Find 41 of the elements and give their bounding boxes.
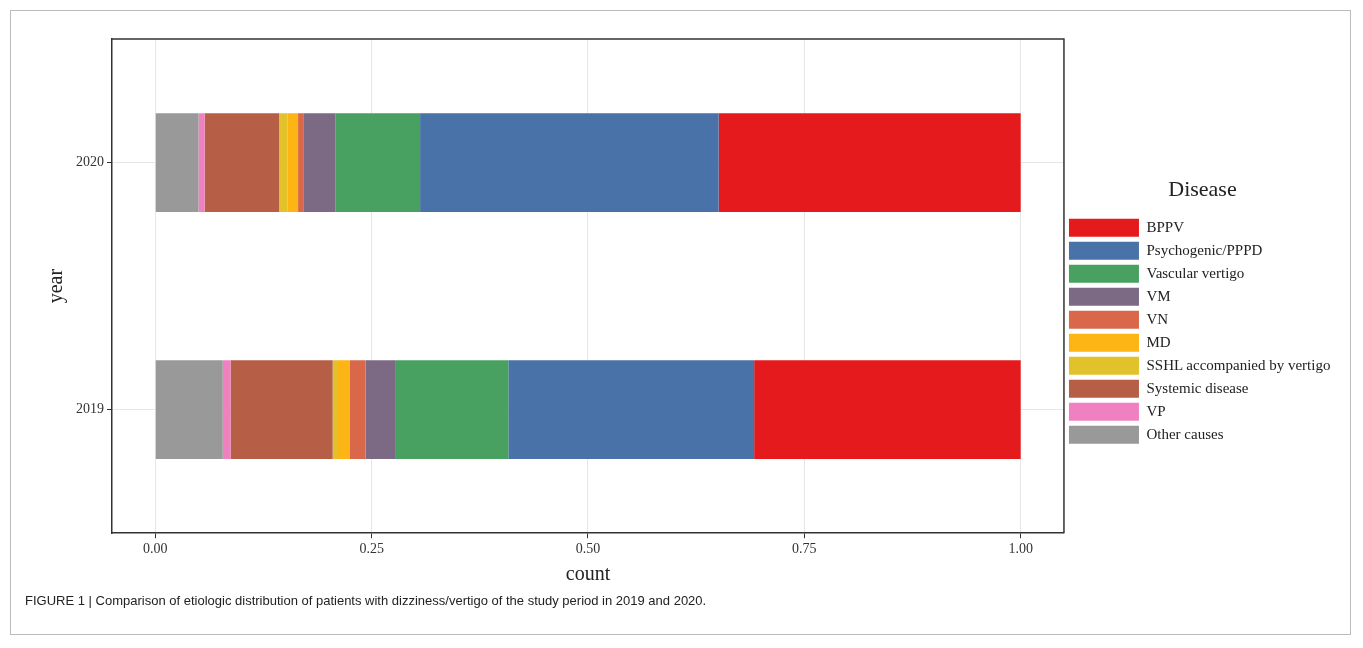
bar	[198, 113, 205, 212]
legend-title: Disease	[1168, 176, 1237, 202]
legend-label: Systemic disease	[1146, 379, 1249, 396]
bar	[420, 113, 719, 212]
legend-label: MD	[1146, 333, 1171, 350]
bar	[155, 113, 199, 212]
x-tick-label: 0.75	[792, 541, 817, 557]
bar	[754, 360, 1021, 460]
bar	[287, 113, 299, 212]
bar	[155, 360, 223, 460]
legend-label: VM	[1146, 287, 1171, 304]
legend-label: Other causes	[1146, 425, 1224, 442]
bar	[349, 360, 366, 460]
legend-label: VN	[1146, 310, 1169, 327]
legend-label: VP	[1146, 402, 1166, 419]
legend-label: Vascular vertigo	[1146, 264, 1245, 281]
bar	[298, 113, 304, 212]
legend-label: BPPV	[1146, 218, 1185, 235]
bar	[395, 360, 509, 460]
x-tick-label: 0.50	[575, 541, 601, 557]
y-axis-title: year	[44, 268, 68, 304]
x-tick-label: 0.25	[359, 541, 384, 557]
bar	[337, 360, 350, 460]
bar	[335, 113, 421, 212]
bar	[508, 360, 755, 460]
x-tick-label: 0.00	[143, 541, 168, 557]
bar	[303, 113, 336, 212]
x-tick-label: 1.00	[1008, 541, 1033, 557]
y-tick-label: 2019	[76, 401, 104, 417]
bar	[230, 360, 333, 460]
bar	[222, 360, 231, 460]
y-tick-label: 2020	[76, 154, 104, 170]
x-axis-title: count	[565, 562, 611, 585]
bar	[365, 360, 396, 460]
bar	[718, 113, 1021, 212]
bar	[279, 113, 288, 212]
caption: FIGURE 1 | Comparison of etiologic distribution of patients with dizziness/vertigo of the study period in 2019 and 2020.	[25, 593, 707, 608]
bar	[332, 360, 338, 460]
bar	[204, 113, 280, 212]
legend-label: SSHL accompanied by vertigo	[1146, 356, 1331, 373]
legend-label: Psychogenic/PPPD	[1146, 241, 1263, 258]
